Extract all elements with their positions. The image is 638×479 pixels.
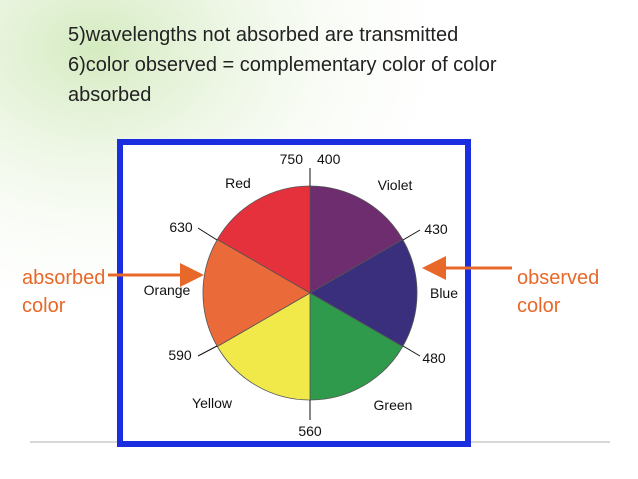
yellow-sector [216, 292, 311, 401]
leader [402, 345, 421, 357]
leader-lines [197, 168, 421, 420]
leader [402, 229, 421, 241]
blue-sector [309, 238, 418, 348]
color-wheel [202, 185, 418, 401]
color-label: Blue [430, 285, 458, 301]
leader [197, 227, 218, 241]
color-label: Red [225, 175, 251, 191]
color-label: Violet [378, 177, 413, 193]
color-label: Orange [144, 282, 191, 298]
green-sector [309, 292, 404, 401]
wavelength-label: 480 [422, 350, 446, 366]
observed-label: observed color [517, 267, 600, 317]
bullet-text: 5)wavelengths not absorbed are transmitt… [68, 20, 558, 110]
wavelength-label: 590 [168, 347, 192, 363]
absorbed-label: absorbed color [22, 267, 106, 317]
wavelength-label: 400 [317, 151, 341, 167]
color-label: Green [374, 397, 413, 413]
violet-sector [309, 185, 404, 294]
leader [197, 345, 218, 357]
point: 6)color observed = complementary color o… [68, 54, 497, 106]
orange-sector [202, 238, 311, 348]
color-label: Yellow [192, 395, 233, 411]
wavelength-label: 750 [280, 151, 304, 167]
wavelength-label: 430 [424, 221, 448, 237]
wavelength-label: 560 [298, 423, 322, 439]
red-sector [216, 185, 311, 294]
point: 5)wavelengths not absorbed are transmitt… [68, 24, 459, 46]
wavelength-label: 630 [169, 219, 193, 235]
